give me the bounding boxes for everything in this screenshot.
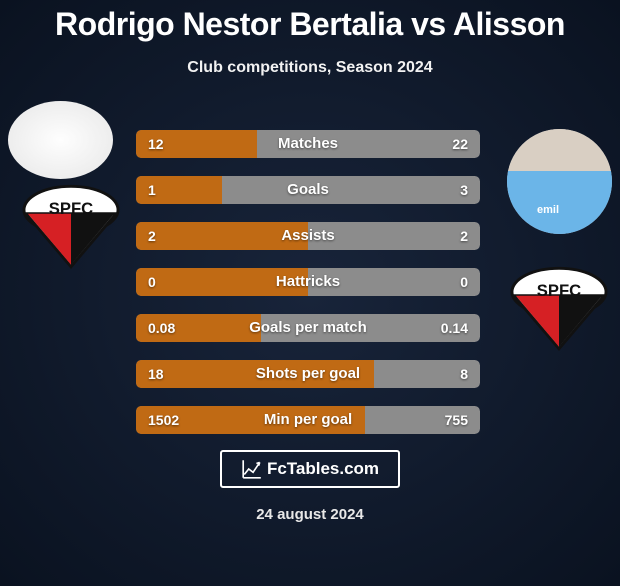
stat-bar: 1502755Min per goal — [136, 406, 480, 434]
bar-label: Goals per match — [136, 314, 480, 342]
bar-label: Goals — [136, 176, 480, 204]
stat-bar: 1222Matches — [136, 130, 480, 158]
svg-text:SPFC: SPFC — [537, 281, 581, 300]
page-subtitle: Club competitions, Season 2024 — [0, 59, 620, 77]
brand-chart-icon — [241, 458, 263, 480]
bar-label: Hattricks — [136, 268, 480, 296]
bar-label: Shots per goal — [136, 360, 480, 388]
bar-label: Min per goal — [136, 406, 480, 434]
bar-label: Matches — [136, 130, 480, 158]
stat-bar: 188Shots per goal — [136, 360, 480, 388]
player1-avatar — [8, 101, 113, 179]
player1-club-logo: SPFC — [22, 184, 120, 269]
stat-bar: 00Hattricks — [136, 268, 480, 296]
stat-bar: 0.080.14Goals per match — [136, 314, 480, 342]
player2-jersey-text: emil — [537, 204, 559, 216]
bar-label: Assists — [136, 222, 480, 250]
player2-club-logo: SPFC — [510, 266, 608, 351]
brand-badge: FcTables.com — [220, 450, 400, 488]
stat-bars: 1222Matches 13Goals 22Assists 00Hattricks 0.… — [136, 130, 480, 452]
date-text: 24 august 2024 — [0, 506, 620, 523]
stat-bar: 13Goals — [136, 176, 480, 204]
player2-avatar: emil — [507, 129, 612, 234]
svg-text:SPFC: SPFC — [49, 199, 93, 218]
stat-bar: 22Assists — [136, 222, 480, 250]
page-title: Rodrigo Nestor Bertalia vs Alisson — [0, 6, 620, 43]
brand-text: FcTables.com — [267, 459, 379, 479]
